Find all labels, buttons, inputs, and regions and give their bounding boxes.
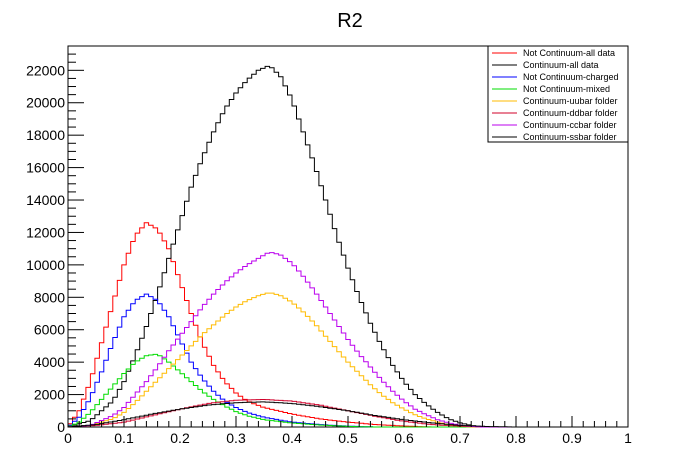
y-tick-label: 2000 (34, 387, 65, 403)
legend-label: Continuum-ddbar folder (523, 108, 618, 118)
legend-label: Continuum-uubar folder (523, 96, 618, 106)
y-tick-label: 14000 (26, 192, 65, 208)
y-tick-label: 6000 (34, 322, 65, 338)
series-line-8 (67, 401, 628, 428)
x-tick-label: 0.1 (114, 430, 134, 446)
x-tick-label: 0 (64, 430, 72, 446)
series-line-3 (67, 293, 628, 428)
y-tick-label: 0 (57, 419, 65, 435)
x-tick-label: 0.3 (226, 430, 246, 446)
legend-label: Not Continuum-all data (523, 48, 615, 58)
x-tick-label: 0.6 (394, 430, 414, 446)
legend-label: Not Continuum-charged (523, 72, 619, 82)
y-tick-label: 18000 (26, 127, 65, 143)
x-tick-label: 0.4 (282, 430, 302, 446)
x-tick-label: 0.9 (562, 430, 582, 446)
series-line-1 (67, 222, 628, 428)
legend: Not Continuum-all data Continuum-all data… (487, 45, 629, 143)
x-tick-label: 0.8 (506, 430, 526, 446)
y-tick-label: 20000 (26, 95, 65, 111)
x-axis: 0 0.1 0.2 0.3 0.4 0.5 0.6 0.7 0.8 0.9 1 (64, 416, 632, 446)
legend-label: Continuum-ccbar folder (523, 120, 617, 130)
y-tick-label: 16000 (26, 160, 65, 176)
y-tick-label: 8000 (34, 289, 65, 305)
y-tick-label: 22000 (26, 62, 65, 78)
y-tick-label: 12000 (26, 224, 65, 240)
y-tick-label: 10000 (26, 257, 65, 273)
x-tick-label: 0.7 (450, 430, 470, 446)
x-tick-label: 0.2 (170, 430, 190, 446)
legend-label: Not Continuum-mixed (523, 84, 610, 94)
legend-label: Continuum-all data (523, 60, 599, 70)
legend-box (487, 45, 629, 143)
series-line-7 (67, 252, 628, 428)
x-tick-label: 0.5 (338, 430, 358, 446)
chart-title: R2 (337, 10, 363, 32)
y-tick-label: 4000 (34, 354, 65, 370)
y-axis: 0 2000 4000 6000 8000 10000 12000 14000 16000 180… (26, 53, 84, 435)
legend-label: Continuum-ssbar folder (523, 132, 617, 142)
x-tick-label: 1 (624, 430, 632, 446)
